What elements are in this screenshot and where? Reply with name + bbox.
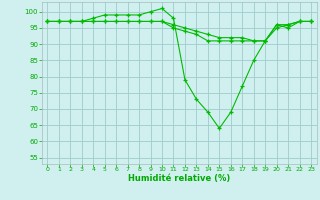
X-axis label: Humidité relative (%): Humidité relative (%) — [128, 174, 230, 183]
